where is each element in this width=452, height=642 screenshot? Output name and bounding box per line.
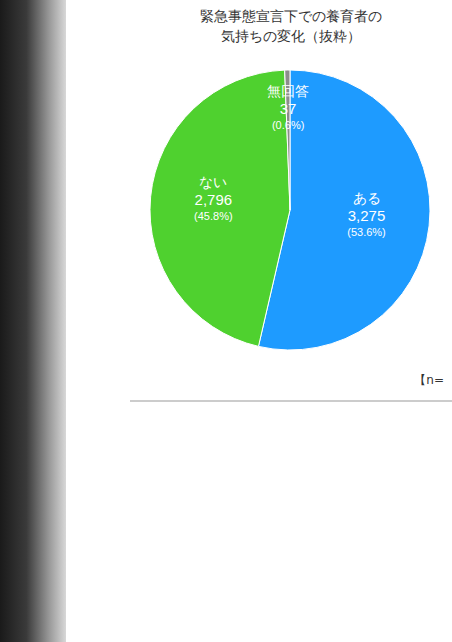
svg-text:ない: ない — [199, 174, 227, 190]
svg-text:2,796: 2,796 — [195, 191, 233, 208]
html-text:緊急事態宣言下での養育者の気持ちの変化（抜粋）: 緊急事態宣言下での養育者の気持ちの変化（抜粋） — [200, 8, 382, 44]
svg-text:(45.8%): (45.8%) — [194, 210, 233, 222]
svg-text:(53.6%): (53.6%) — [347, 226, 386, 238]
svg-text:ある: ある — [353, 190, 381, 206]
svg-text:(0.6%): (0.6%) — [272, 119, 304, 131]
svg-text:無回答: 無回答 — [267, 83, 309, 99]
svg-text:37: 37 — [280, 100, 297, 117]
html-text:【n=: 【n= — [414, 373, 444, 387]
svg-text:3,275: 3,275 — [348, 207, 386, 224]
